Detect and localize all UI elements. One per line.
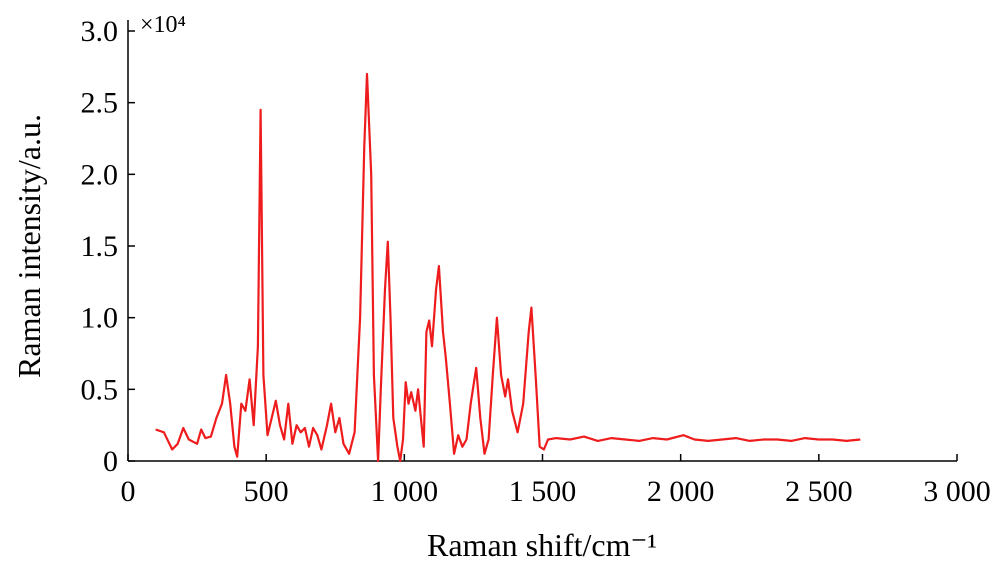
- x-tick-label: 2 000: [647, 475, 715, 508]
- x-tick-label: 2 500: [785, 475, 853, 508]
- y-axis-label: Raman intensity/a.u.: [11, 114, 47, 378]
- y-tick-label: 3.0: [81, 15, 119, 48]
- y-tick-label: 1.5: [81, 230, 119, 263]
- x-tick-label: 3 000: [923, 475, 991, 508]
- y-multiplier: ×10⁴: [140, 12, 186, 38]
- x-tick-label: 0: [121, 475, 136, 508]
- x-axis-label: Raman shift/cm⁻¹: [427, 527, 657, 563]
- y-tick-label: 2.5: [81, 87, 119, 120]
- x-tick-label: 1 500: [509, 475, 577, 508]
- y-tick-label: 1.0: [81, 302, 119, 335]
- y-tick-label: 2.0: [81, 158, 119, 191]
- y-tick-label: 0: [103, 445, 118, 478]
- x-tick-label: 1 000: [371, 475, 439, 508]
- spectrum-line: [155, 72, 861, 463]
- y-tick-label: 0.5: [81, 373, 119, 406]
- x-tick-label: 500: [244, 475, 289, 508]
